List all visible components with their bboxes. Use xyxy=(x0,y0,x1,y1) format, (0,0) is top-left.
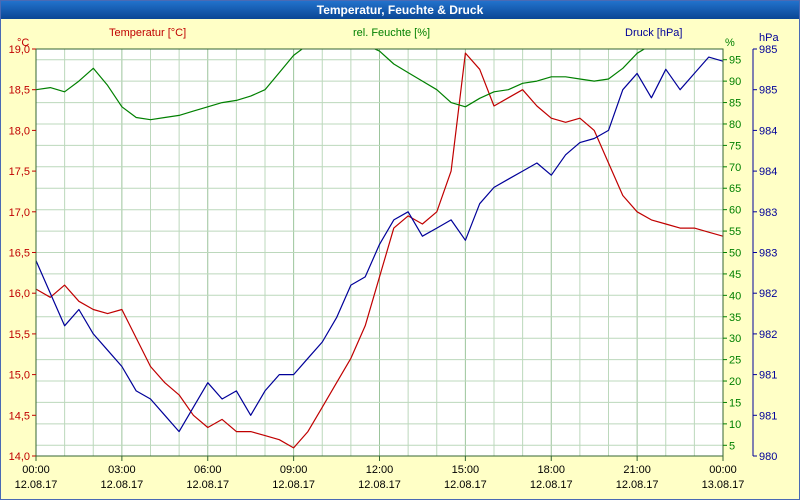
temperature-line xyxy=(36,52,723,449)
humidity-axis-tick-label: 55 xyxy=(729,226,741,238)
x-axis-date-label: 12.08.17 xyxy=(15,479,58,491)
pressure-axis-tick-label: 983 xyxy=(759,207,777,219)
humidity-axis-unit-label: % xyxy=(725,37,735,49)
humidity-axis-tick-label: 20 xyxy=(729,376,741,388)
pressure-axis-unit-label: hPa xyxy=(759,32,779,44)
window-title: Temperatur, Feuchte & Druck xyxy=(316,3,484,17)
temp-axis-tick-label: 16,5 xyxy=(9,248,30,260)
temp-axis-tick-label: 19,0 xyxy=(9,44,30,56)
pressure-axis-tick-label: 982 xyxy=(759,329,777,341)
x-axis-date-label: 13.08.17 xyxy=(702,479,745,491)
pressure-axis-tick-label: 980 xyxy=(759,451,777,463)
pressure-axis-tick-label: 984 xyxy=(759,125,777,137)
humidity-axis-tick-label: 85 xyxy=(729,98,741,110)
temp-axis-tick-label: 17,5 xyxy=(9,166,30,178)
temp-axis-tick-label: 15,5 xyxy=(9,329,30,341)
temp-axis-tick-label: 14,5 xyxy=(9,410,30,422)
x-axis-time-label: 00:00 xyxy=(709,464,737,476)
humidity-axis-tick-label: 45 xyxy=(729,269,741,281)
humidity-axis-tick-label: 10 xyxy=(729,419,741,431)
temperature-series-label: Temperatur [°C] xyxy=(109,27,187,39)
temp-axis-tick-label: 14,0 xyxy=(9,451,30,463)
pressure-line xyxy=(36,56,723,433)
temp-axis-tick-label: 18,5 xyxy=(9,85,30,97)
x-axis-time-label: 00:00 xyxy=(22,464,50,476)
x-axis-date-label: 12.08.17 xyxy=(444,479,487,491)
pressure-axis-tick-label: 985 xyxy=(759,85,777,97)
humidity-axis-tick-label: 70 xyxy=(729,162,741,174)
pressure-series-label: Druck [hPa] xyxy=(625,27,683,39)
humidity-series-label: rel. Feuchte [%] xyxy=(353,27,431,39)
x-axis-date-label: 12.08.17 xyxy=(358,479,401,491)
humidity-axis-tick-label: 35 xyxy=(729,312,741,324)
pressure-axis-tick-label: 981 xyxy=(759,370,777,382)
x-axis-time-label: 03:00 xyxy=(108,464,136,476)
humidity-axis-tick-label: 65 xyxy=(729,183,741,195)
x-axis-time-label: 21:00 xyxy=(623,464,651,476)
grid xyxy=(36,49,723,456)
humidity-axis-tick-label: 30 xyxy=(729,333,741,345)
window-title-bar: Temperatur, Feuchte & Druck xyxy=(1,1,799,19)
pressure-axis-tick-label: 985 xyxy=(759,44,777,56)
pressure-axis-tick-label: 983 xyxy=(759,248,777,260)
x-axis-date-label: 12.08.17 xyxy=(186,479,229,491)
x-axis-time-label: 18:00 xyxy=(537,464,565,476)
humidity-axis-tick-label: 90 xyxy=(729,76,741,88)
pressure-axis-tick-label: 984 xyxy=(759,166,777,178)
humidity-axis-tick-label: 40 xyxy=(729,290,741,302)
temp-axis-tick-label: 18,0 xyxy=(9,125,30,137)
humidity-line xyxy=(36,49,646,121)
humidity-axis-tick-label: 80 xyxy=(729,119,741,131)
left-axis-unit-label: °C xyxy=(17,37,30,49)
x-axis-time-label: 06:00 xyxy=(194,464,222,476)
temp-axis-tick-label: 17,0 xyxy=(9,207,30,219)
temp-axis-tick-label: 15,0 xyxy=(9,370,30,382)
x-axis-date-label: 12.08.17 xyxy=(100,479,143,491)
x-axis-time-label: 12:00 xyxy=(366,464,394,476)
humidity-axis-tick-label: 50 xyxy=(729,248,741,260)
humidity-axis-tick-label: 5 xyxy=(729,440,735,452)
humidity-axis-tick-label: 95 xyxy=(729,55,741,67)
pressure-axis-tick-label: 981 xyxy=(759,410,777,422)
x-axis-date-label: 12.08.17 xyxy=(616,479,659,491)
humidity-axis-tick-label: 15 xyxy=(729,397,741,409)
temp-axis-tick-label: 16,0 xyxy=(9,288,30,300)
x-axis-time-label: 09:00 xyxy=(280,464,308,476)
humidity-axis-tick-label: 25 xyxy=(729,355,741,367)
x-axis-date-label: 12.08.17 xyxy=(272,479,315,491)
humidity-axis-tick-label: 75 xyxy=(729,140,741,152)
humidity-axis-tick-label: 60 xyxy=(729,205,741,217)
x-axis-time-label: 15:00 xyxy=(452,464,480,476)
pressure-axis-tick-label: 982 xyxy=(759,288,777,300)
x-axis-date-label: 12.08.17 xyxy=(530,479,573,491)
